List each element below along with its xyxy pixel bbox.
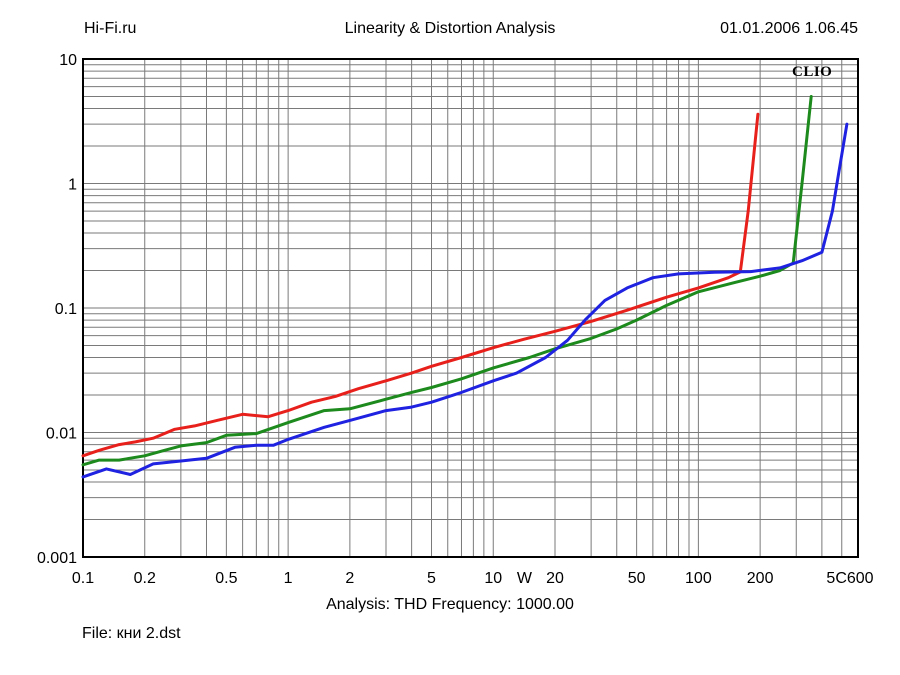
x-tick-label: 1 (284, 570, 293, 587)
datetime-label: 01.01.2006 1.06.45 (720, 20, 858, 37)
y-tick-label: 0.001 (37, 550, 77, 567)
series-line-2 (81, 95, 813, 467)
x-tick-label: 0.1 (72, 570, 94, 587)
chart-title: Linearity & Distortion Analysis (344, 20, 556, 37)
series-line-3 (81, 122, 849, 479)
file-label: File: кни 2.dst (82, 625, 181, 642)
x-tick-label: 50 (628, 570, 646, 587)
x-unit-label: W (517, 570, 533, 587)
y-tick-label: 0.01 (46, 426, 77, 443)
analysis-label: Analysis: THD Frequency: 1000.00 (326, 596, 574, 613)
x-tick-label: 2 (345, 570, 354, 587)
clio-watermark: CLIO (792, 64, 833, 80)
x-tick-label: 100 (685, 570, 712, 587)
brand-label: Hi-Fi.ru (84, 20, 137, 37)
y-tick-label: 0.1 (55, 301, 77, 318)
x-tick-label: 5C600 (826, 570, 873, 587)
x-tick-label: 10 (484, 570, 502, 587)
x-tick-label: 200 (747, 570, 774, 587)
y-tick-label: 10 (59, 52, 77, 69)
plot-frame (82, 58, 859, 558)
series-line-1 (81, 112, 760, 458)
y-tick-label: 1 (68, 177, 77, 194)
x-tick-label: 0.2 (134, 570, 156, 587)
x-tick-label: 0.5 (215, 570, 237, 587)
x-tick-label: 20 (546, 570, 564, 587)
x-tick-label: 5 (427, 570, 436, 587)
